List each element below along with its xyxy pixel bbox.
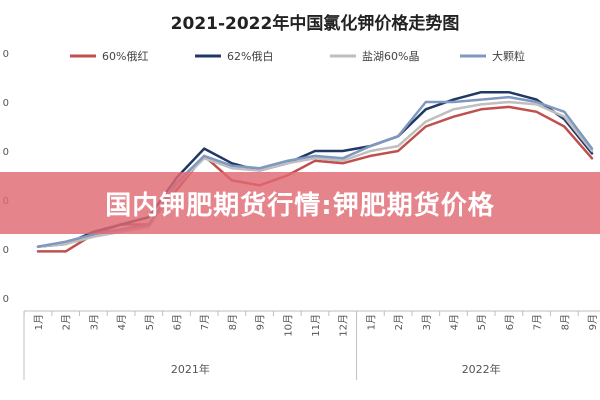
x-tick-label: 9月 xyxy=(587,314,599,330)
legend-label: 60%俄红 xyxy=(102,50,148,63)
title-banner: 国内钾肥期货行情:钾肥期货价格 xyxy=(0,172,600,234)
x-tick-label: 5月 xyxy=(144,314,156,330)
x-tick-label: 8月 xyxy=(559,314,571,330)
x-tick-label: 6月 xyxy=(172,314,184,330)
x-tick-label: 3月 xyxy=(421,314,433,330)
x-tick-label: 5月 xyxy=(476,314,488,330)
x-tick-label: 4月 xyxy=(449,314,461,330)
x-tick-label: 3月 xyxy=(88,314,100,330)
x-tick-label: 7月 xyxy=(199,314,211,330)
x-tick-label: 9月 xyxy=(255,314,267,330)
year-group-label: 2022年 xyxy=(462,362,501,376)
axes: 0000001月2月3月4月5月6月7月8月9月10月11月12月1月2月3月4… xyxy=(3,49,600,380)
legend: 60%俄红 62%俄白 盐湖60%晶 大颗粒 xyxy=(70,49,525,63)
y-tick-label: 0 xyxy=(3,294,9,305)
x-tick-label: 11月 xyxy=(310,314,322,337)
y-tick-label: 0 xyxy=(3,49,9,60)
year-group-label: 2021年 xyxy=(171,362,210,376)
y-tick-label: 0 xyxy=(3,98,9,109)
x-tick-label: 4月 xyxy=(116,314,128,330)
x-tick-label: 1月 xyxy=(33,314,45,330)
x-tick-label: 2月 xyxy=(393,314,405,330)
x-tick-label: 8月 xyxy=(227,314,239,330)
legend-label: 盐湖60%晶 xyxy=(362,50,419,63)
x-tick-label: 2月 xyxy=(61,314,73,330)
x-tick-label: 6月 xyxy=(504,314,516,330)
x-tick-label: 12月 xyxy=(338,314,350,337)
x-tick-label: 7月 xyxy=(532,314,544,330)
x-tick-label: 1月 xyxy=(365,314,377,330)
x-tick-label: 10月 xyxy=(282,314,294,337)
chart-title: 2021-2022年中国氯化钾价格走势图 xyxy=(171,13,460,34)
y-tick-label: 0 xyxy=(3,147,9,158)
legend-label: 62%俄白 xyxy=(227,49,273,63)
y-tick-label: 0 xyxy=(3,245,9,256)
legend-label: 大颗粒 xyxy=(492,49,525,63)
banner-text: 国内钾肥期货行情:钾肥期货价格 xyxy=(105,190,495,221)
